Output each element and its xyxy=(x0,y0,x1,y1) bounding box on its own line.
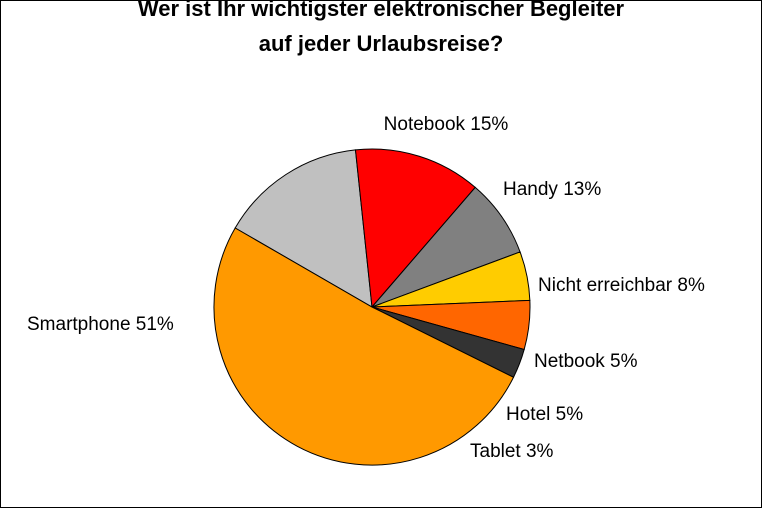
pie-label-hotel: Hotel 5% xyxy=(506,404,583,425)
pie-label-nicht-erreichbar: Nicht erreichbar 8% xyxy=(538,275,705,296)
pie-slices xyxy=(213,148,531,466)
pie-slice-handy xyxy=(354,148,476,309)
pie-label-notebook: Notebook 15% xyxy=(384,114,509,135)
pie-label-tablet: Tablet 3% xyxy=(470,441,554,462)
pie-slice-smartphone xyxy=(213,227,515,466)
pie-label-netbook: Netbook 5% xyxy=(534,351,638,372)
chart-title-line-1: Wer ist Ihr wichtigster elektronischer B… xyxy=(137,0,625,21)
pie-label-handy: Handy 13% xyxy=(503,179,601,200)
pie-label-smartphone: Smartphone 51% xyxy=(27,314,174,335)
pie-slice-notebook xyxy=(234,149,373,308)
pie-labels: Notebook 15% Handy 13% Nicht erreichbar 8%… xyxy=(27,114,705,462)
chart-title-line-2: auf jeder Urlaubsreise? xyxy=(258,31,504,56)
